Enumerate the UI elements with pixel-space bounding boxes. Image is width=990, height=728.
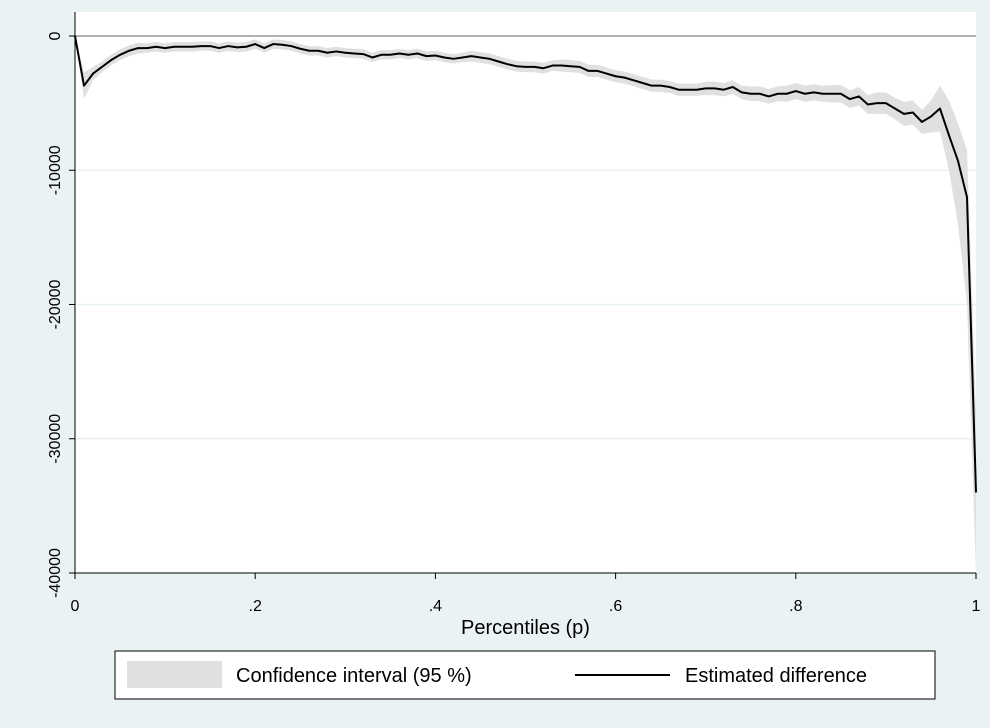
legend-box: [114, 650, 936, 700]
x-axis-ticks: 0 .2 .4 .6 .8 1: [71, 573, 981, 615]
x-tick-label-3: .6: [609, 598, 622, 615]
legend-line-label: Estimated difference: [685, 665, 867, 687]
x-tick-label-4: .8: [789, 598, 802, 615]
legend-band-swatch: [127, 661, 222, 688]
axes: [74, 12, 976, 574]
estimated-difference-line: [74, 35, 977, 493]
y-tick-label-3: -30000: [47, 414, 64, 464]
x-tick-label-5: 1: [972, 598, 981, 615]
y-axis-ticks: 0 -10000 -20000 -30000 -40000: [47, 31, 75, 598]
plot-area: [75, 12, 976, 573]
x-tick-label-0: 0: [71, 598, 80, 615]
y-tick-label-2: -20000: [47, 279, 64, 329]
x-tick-label-2: .4: [429, 598, 442, 615]
x-axis-title: Percentiles (p): [461, 617, 590, 639]
legend: Confidence interval (95 %) Estimated dif…: [114, 650, 936, 700]
x-tick-label-1: .2: [249, 598, 262, 615]
y-tick-label-0: 0: [47, 31, 64, 40]
legend-band-label: Confidence interval (95 %): [236, 665, 472, 687]
y-tick-label-1: -10000: [47, 145, 64, 195]
y-tick-label-4: -40000: [47, 548, 64, 598]
gridlines: [75, 169, 976, 440]
